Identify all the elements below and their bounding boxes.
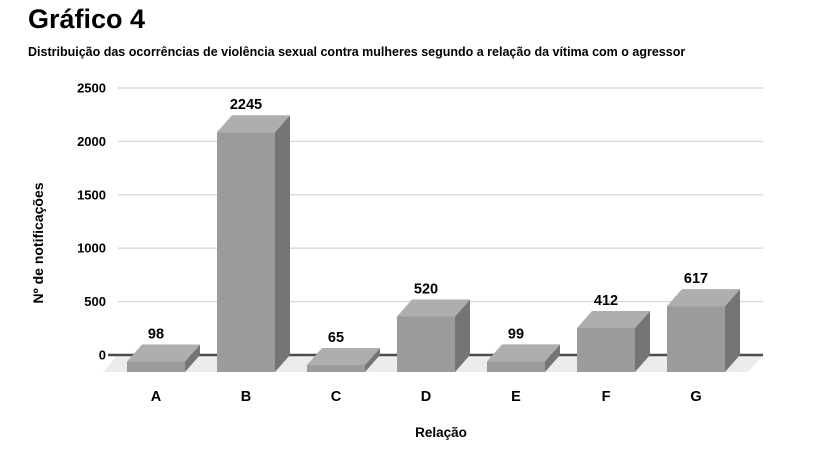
bar-value-label-E: 99 [508, 326, 524, 342]
bar-C [307, 365, 365, 372]
chart-title: Gráfico 4 [28, 4, 146, 34]
bar-value-label-F: 412 [594, 293, 618, 309]
bar-top-F [577, 310, 650, 328]
bar-B [217, 132, 275, 372]
bar-F [577, 327, 635, 372]
bar-value-label-C: 65 [328, 330, 344, 346]
bar-side-C [365, 348, 380, 372]
bar-top-E [487, 344, 560, 362]
bar-top-A [127, 344, 200, 362]
y-tick-label-2000: 2000 [77, 134, 106, 149]
bar-side-E [545, 344, 560, 372]
y-tick-label-2500: 2500 [77, 81, 106, 96]
x-category-label-A: A [151, 389, 162, 405]
bar-E [487, 361, 545, 372]
bar-top-G [667, 289, 740, 307]
bar-D [397, 316, 455, 372]
x-category-label-E: E [511, 389, 521, 405]
y-tick-label-500: 500 [84, 294, 106, 309]
y-tick-label-1000: 1000 [77, 241, 106, 256]
x-category-label-D: D [421, 389, 431, 405]
bar-value-label-B: 2245 [230, 97, 262, 113]
y-axis-title: Nº de notificações [30, 182, 46, 303]
bar-side-B [275, 115, 290, 372]
bar-A [127, 361, 185, 372]
y-tick-label-1500: 1500 [77, 187, 106, 202]
bar-side-G [725, 289, 740, 372]
bar-value-label-A: 98 [148, 327, 164, 343]
bar-G [667, 306, 725, 372]
bar-side-F [635, 310, 650, 372]
bar-side-A [185, 344, 200, 372]
bar-top-D [397, 299, 470, 317]
bar-value-label-G: 617 [684, 271, 708, 287]
bar-top-B [217, 115, 290, 133]
bar-top-C [307, 348, 380, 366]
bar-value-label-D: 520 [414, 281, 438, 297]
x-category-label-G: G [690, 389, 701, 405]
chart-subtitle: Distribuição das ocorrências de violênci… [28, 45, 686, 59]
bar-side-D [455, 299, 470, 372]
y-tick-label-0: 0 [99, 348, 106, 363]
x-category-label-F: F [602, 389, 611, 405]
x-axis-title: Relação [415, 425, 467, 440]
x-category-label-B: B [241, 389, 251, 405]
x-category-label-C: C [331, 389, 342, 405]
